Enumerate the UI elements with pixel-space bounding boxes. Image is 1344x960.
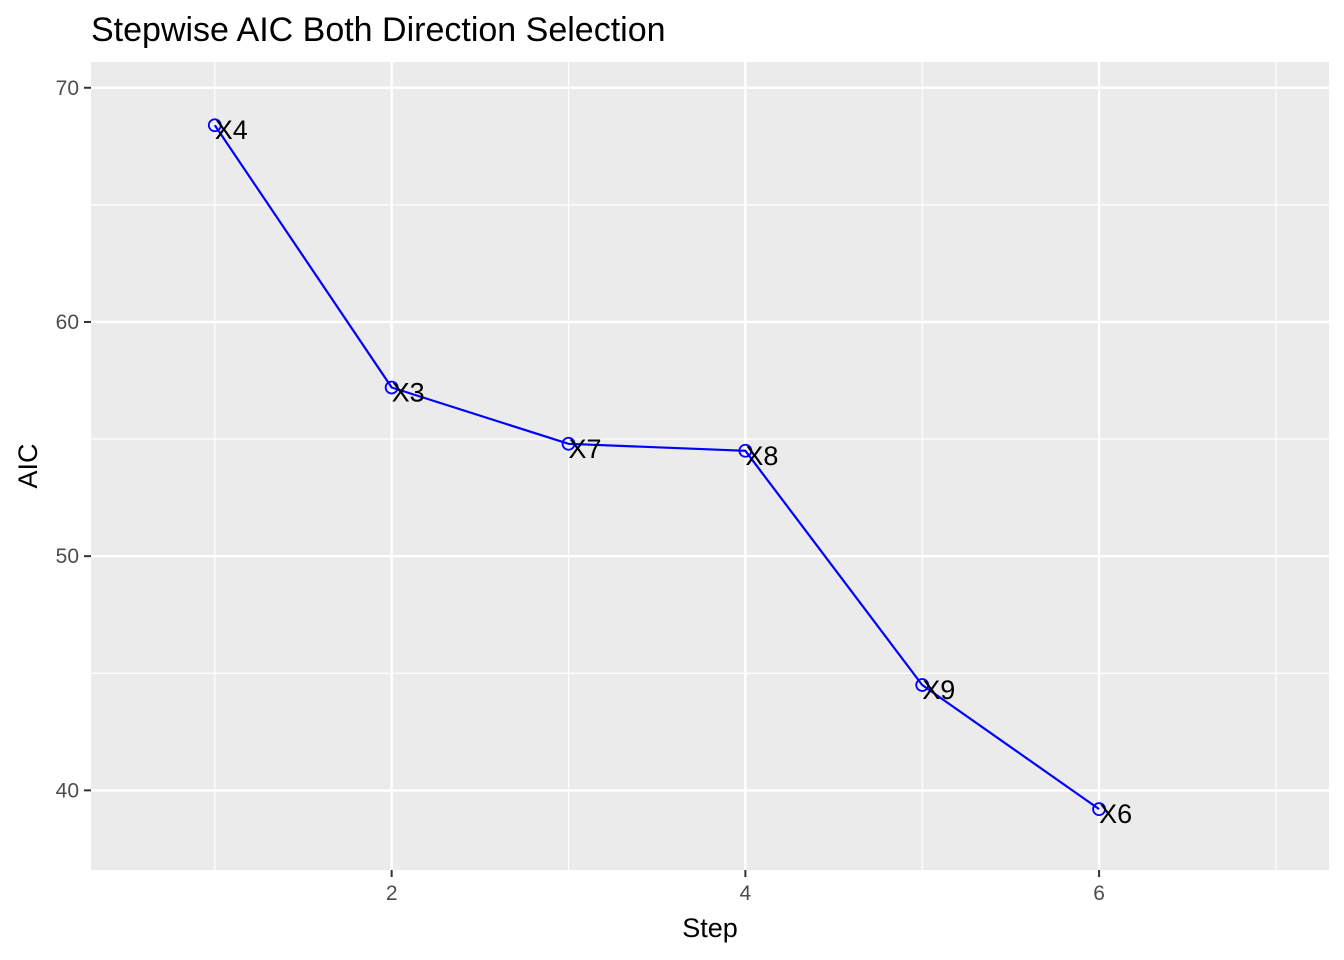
series-line: [213, 124, 1100, 811]
x-axis: 2 4 6: [386, 870, 1105, 905]
y-tick-label: 50: [56, 545, 79, 568]
plot-panel: [91, 62, 1329, 870]
y-axis-title: AIC: [13, 443, 43, 488]
point-label: X6: [1099, 799, 1132, 829]
x-tick-label: 4: [740, 882, 752, 905]
minor-gridlines: [91, 62, 1329, 870]
data-point: [915, 678, 930, 692]
point-label: X4: [215, 115, 248, 145]
data-point: [207, 118, 222, 133]
point-label: X8: [745, 441, 778, 471]
series-layer: X4 X3 X7 X8 X9 X6: [207, 115, 1132, 829]
y-tick-label: 70: [56, 77, 79, 100]
point-label: X9: [922, 675, 955, 705]
y-axis: 40 50 60 70: [56, 77, 91, 802]
chart-title: Stepwise AIC Both Direction Selection: [91, 11, 666, 49]
point-label: X7: [569, 434, 602, 464]
y-tick-label: 40: [56, 779, 79, 802]
data-point: [1092, 802, 1106, 817]
data-point: [561, 436, 576, 451]
major-gridlines: [91, 62, 1329, 870]
data-point: [384, 380, 399, 395]
data-point: [738, 443, 753, 458]
point-label: X3: [392, 378, 425, 408]
x-tick-label: 2: [386, 882, 398, 905]
x-tick-label: 6: [1093, 882, 1105, 905]
x-axis-title: Step: [682, 913, 738, 943]
y-tick-label: 60: [56, 311, 79, 334]
